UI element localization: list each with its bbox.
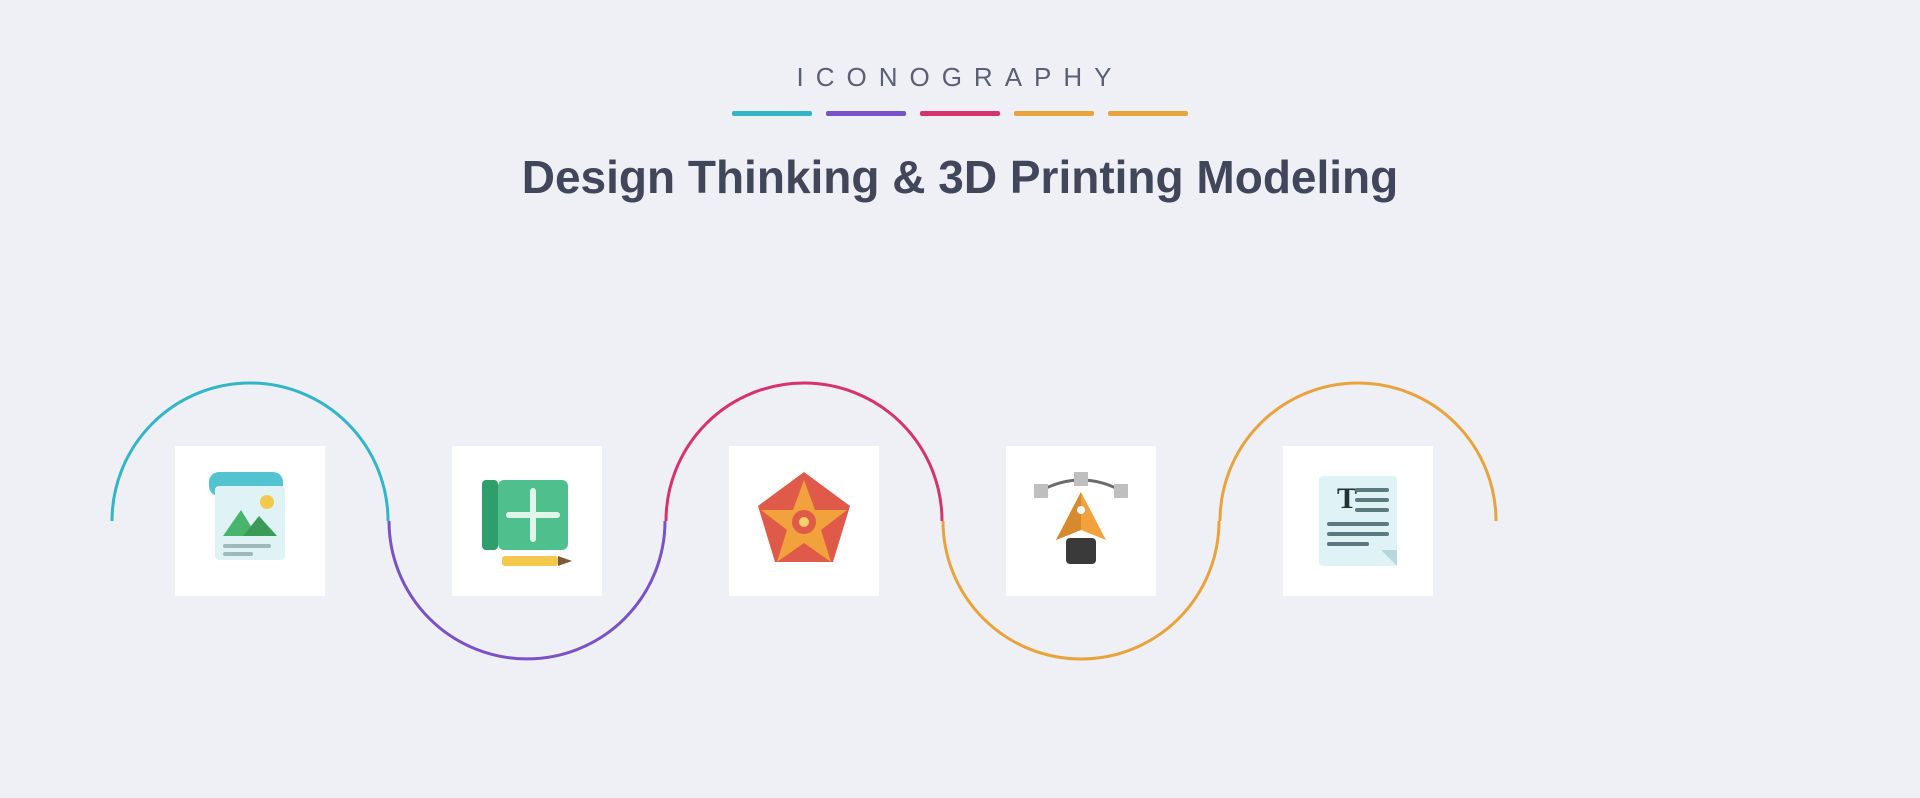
header: ICONOGRAPHY Design Thinking & 3D Printin… — [0, 0, 1920, 204]
pentagram-star-icon — [729, 446, 879, 596]
svg-text:T: T — [1337, 482, 1357, 515]
brand-label: ICONOGRAPHY — [0, 62, 1920, 93]
sketchpad-icon — [452, 446, 602, 596]
underline-seg — [732, 111, 812, 116]
text-document-icon: T — [1283, 446, 1433, 596]
bezier-pen-icon — [1006, 446, 1156, 596]
printed-image-icon — [175, 446, 325, 596]
page-title: Design Thinking & 3D Printing Modeling — [0, 150, 1920, 204]
underline-seg — [920, 111, 1000, 116]
underline-seg — [1014, 111, 1094, 116]
underline-seg — [1108, 111, 1188, 116]
brand-underline — [0, 111, 1920, 116]
underline-seg — [826, 111, 906, 116]
